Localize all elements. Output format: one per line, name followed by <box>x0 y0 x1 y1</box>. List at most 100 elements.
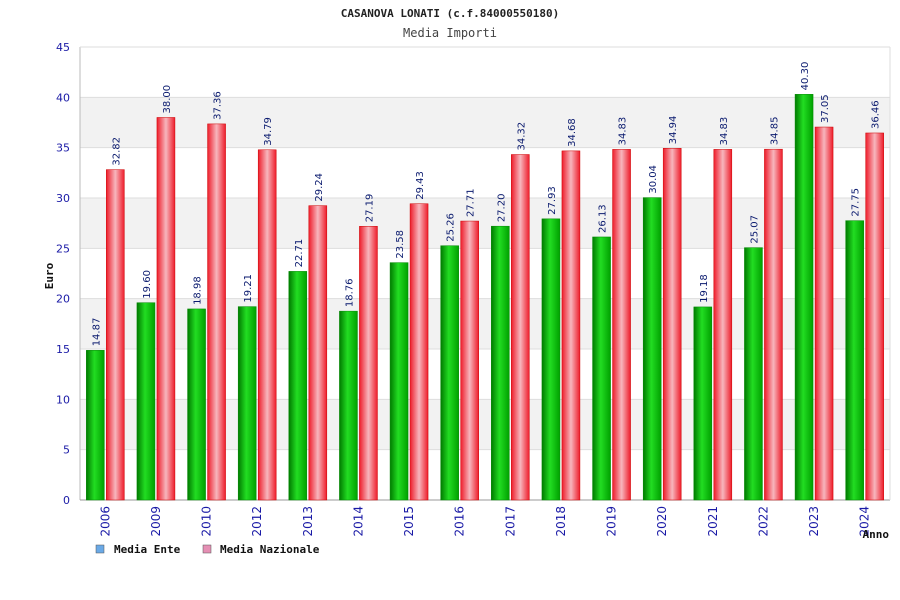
x-tick-label: 2010 <box>200 506 214 537</box>
value-label: 19.18 <box>699 274 710 303</box>
bar-media-ente-2015 <box>389 262 409 501</box>
value-label: 29.43 <box>415 171 426 200</box>
bar-media-ente-2022 <box>744 247 763 501</box>
y-tick-label: 15 <box>56 343 70 356</box>
x-tick-label: 2015 <box>402 506 416 537</box>
bar-media-ente-2012 <box>237 306 257 501</box>
x-tick-label: 2013 <box>301 506 315 537</box>
value-label: 19.21 <box>243 274 254 303</box>
value-label: 36.46 <box>871 100 882 129</box>
legend-swatch-media-nazionale <box>202 544 212 554</box>
value-label: 34.68 <box>567 118 578 147</box>
bar-media-nazionale-2020 <box>662 148 682 501</box>
value-label: 19.60 <box>142 270 153 299</box>
value-label: 25.07 <box>749 215 760 244</box>
bar-media-ente-2010 <box>187 308 206 501</box>
x-tick-label: 2019 <box>605 506 619 537</box>
x-tick-label: 2021 <box>706 506 720 537</box>
value-label: 25.26 <box>446 213 457 242</box>
y-tick-labels: 0 5 10 15 20 25 30 35 40 45 <box>56 41 70 507</box>
value-label: 27.93 <box>547 186 558 215</box>
value-label: 26.13 <box>598 204 609 233</box>
x-tick-label: 2020 <box>655 506 669 537</box>
bar-media-ente-2020 <box>642 197 662 501</box>
x-axis-label: Anno <box>863 528 890 541</box>
y-axis-label: Euro <box>43 262 56 289</box>
x-tick-label: 2018 <box>554 506 568 537</box>
x-tick-label: 2016 <box>453 506 467 537</box>
value-label: 18.98 <box>193 276 204 305</box>
bar-media-ente-2024 <box>845 220 864 501</box>
value-label: 34.83 <box>719 117 730 146</box>
x-tick-labels: 2006 2009 2010 2012 2013 2014 2015 2016 2017 2018… <box>98 506 871 537</box>
value-label: 27.20 <box>496 194 507 223</box>
value-label: 27.75 <box>851 188 862 217</box>
bar-media-nazionale-2012 <box>257 149 277 501</box>
bars <box>86 94 884 501</box>
y-tick-label: 25 <box>56 242 70 255</box>
chart-subtitle: Media Importi <box>403 26 497 40</box>
x-tick-label: 2014 <box>351 506 365 537</box>
bar-media-ente-2018 <box>541 218 561 501</box>
value-label: 18.76 <box>344 279 355 308</box>
bar-media-ente-2023 <box>794 94 814 501</box>
value-label: 34.79 <box>263 117 274 146</box>
bar-media-nazionale-2019 <box>612 149 631 501</box>
value-label: 34.85 <box>769 117 780 146</box>
bar-media-ente-2014 <box>339 310 358 501</box>
legend-swatch-media-ente <box>95 544 105 554</box>
y-tick-label: 20 <box>56 293 70 306</box>
bar-media-nazionale-2009 <box>156 117 176 501</box>
value-label: 23.58 <box>395 230 406 259</box>
bar-media-ente-2016 <box>440 245 459 501</box>
bar-media-nazionale-2013 <box>308 205 328 501</box>
bar-media-ente-2019 <box>592 236 611 501</box>
value-label: 34.94 <box>668 116 679 145</box>
value-label: 34.32 <box>516 122 527 151</box>
bar-media-nazionale-2010 <box>207 123 226 501</box>
bar-media-nazionale-2021 <box>713 149 733 501</box>
value-label: 34.83 <box>618 117 629 146</box>
y-tick-label: 10 <box>56 393 70 406</box>
bar-media-nazionale-2006 <box>106 169 125 501</box>
value-label: 29.24 <box>314 173 325 202</box>
value-labels: 14.87 32.82 19.60 38.00 18.98 37.36 19.21 34.79… <box>91 62 881 347</box>
bar-media-nazionale-2016 <box>460 220 479 501</box>
legend-label-media-nazionale: Media Nazionale <box>220 543 320 556</box>
x-tick-label: 2024 <box>858 506 872 537</box>
value-label: 37.05 <box>820 94 831 123</box>
bar-media-ente-2017 <box>491 225 510 501</box>
bar-media-nazionale-2015 <box>409 203 429 501</box>
value-label: 30.04 <box>648 165 659 194</box>
legend-label-media-ente: Media Ente <box>114 543 181 556</box>
x-tick-label: 2006 <box>98 506 112 537</box>
bar-media-ente-2009 <box>136 302 156 501</box>
value-label: 22.71 <box>294 239 305 268</box>
value-label: 40.30 <box>800 62 811 91</box>
value-label: 38.00 <box>162 85 173 114</box>
x-tick-label: 2022 <box>756 506 770 537</box>
bar-media-ente-2021 <box>693 306 713 501</box>
chart-title: CASANOVA LONATI (c.f.84000550180) <box>341 7 560 20</box>
value-label: 37.36 <box>213 91 224 120</box>
y-tick-label: 35 <box>56 142 70 155</box>
y-tick-label: 0 <box>63 494 70 507</box>
y-tick-label: 30 <box>56 192 70 205</box>
bar-media-ente-2006 <box>86 350 105 501</box>
x-tick-label: 2017 <box>503 506 517 537</box>
bar-media-ente-2013 <box>288 271 308 501</box>
legend: Media Ente Media Nazionale <box>95 543 320 556</box>
x-tick-label: 2012 <box>250 506 264 537</box>
bar-media-nazionale-2023 <box>814 126 834 501</box>
value-label: 27.71 <box>466 188 477 217</box>
y-tick-label: 5 <box>63 444 70 457</box>
bar-media-nazionale-2014 <box>359 226 378 501</box>
bar-media-nazionale-2017 <box>511 154 530 501</box>
x-tick-label: 2023 <box>807 506 821 537</box>
y-tick-label: 45 <box>56 41 70 54</box>
value-label: 14.87 <box>91 318 102 347</box>
y-tick-label: 40 <box>56 91 70 104</box>
value-label: 32.82 <box>111 137 122 166</box>
value-label: 27.19 <box>364 194 375 223</box>
